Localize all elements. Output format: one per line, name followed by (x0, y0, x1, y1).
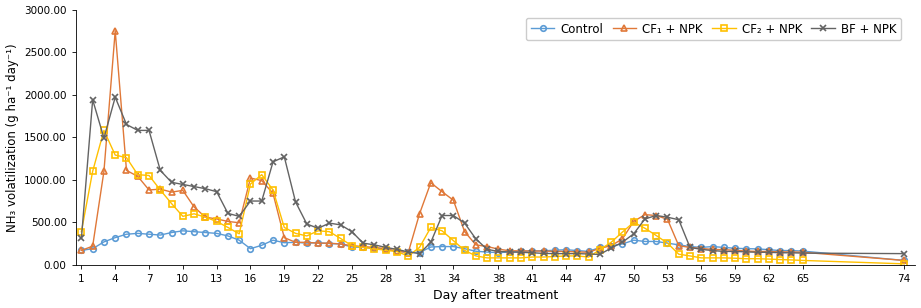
Y-axis label: NH₃ volatilization (g ha⁻¹ day⁻¹): NH₃ volatilization (g ha⁻¹ day⁻¹) (6, 43, 18, 232)
Legend: Control, CF₁ + NPK, CF₂ + NPK, BF + NPK: Control, CF₁ + NPK, CF₂ + NPK, BF + NPK (526, 18, 901, 40)
X-axis label: Day after treatment: Day after treatment (433, 290, 558, 302)
